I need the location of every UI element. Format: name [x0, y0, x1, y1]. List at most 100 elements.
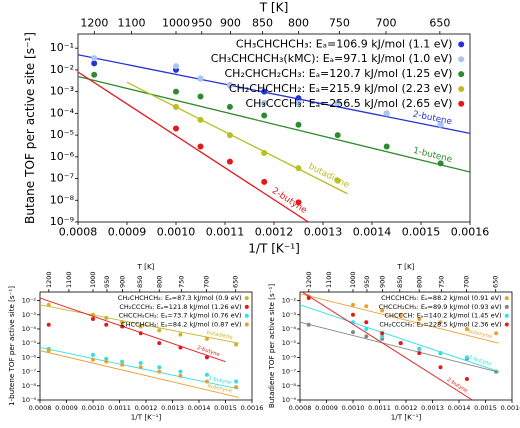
- data-point: [138, 331, 143, 336]
- y-tick-label: 10⁻⁵: [282, 339, 297, 347]
- data-point: [104, 359, 109, 364]
- data-point: [178, 373, 183, 378]
- y-tick-label: 10⁻⁶: [22, 353, 37, 361]
- data-point: [173, 103, 179, 110]
- data-point: [120, 320, 125, 325]
- legend-label: CH₃CCCH₃: Eₐ=256.5 kJ/mol (2.65 eV): [245, 97, 452, 110]
- x2-tick-label: 1000: [162, 16, 190, 29]
- x2-axis-label: T [K]: [137, 262, 155, 271]
- line-label: 1-butene: [412, 146, 453, 165]
- data-point: [380, 334, 385, 339]
- data-point: [157, 369, 162, 374]
- x2-tick-label: 650: [232, 276, 240, 288]
- x2-tick-label: 950: [191, 16, 212, 29]
- x2-tick-label: 1000: [89, 271, 97, 288]
- legend-label: CH₂CCCH₃: Eₐ=228.5 kJ/mol (2.36 eV): [379, 320, 501, 328]
- x-tick-label: 0.0008: [289, 404, 312, 412]
- y-axis-label: 1-butene TOF per active site [s⁻¹]: [7, 286, 16, 406]
- x-tick-label: 0.0011: [206, 226, 245, 239]
- legend-label: CHCCH₂CH₃: Eₐ=89.9 kJ/mol (0.93 eV): [379, 303, 502, 311]
- y-tick-label: 10⁻⁹: [22, 396, 37, 404]
- y-axis-label: Butadiene TOF per active site [s⁻¹]: [267, 284, 276, 408]
- x2-tick-label: 650: [429, 16, 450, 29]
- x2-tick-label: 700: [376, 16, 397, 29]
- data-point: [157, 341, 162, 346]
- fit-line: [300, 293, 499, 344]
- data-point: [437, 121, 444, 128]
- y-tick-label: 10⁻⁹: [282, 396, 297, 404]
- data-point: [417, 351, 422, 356]
- data-point: [464, 326, 469, 331]
- data-point: [261, 178, 268, 185]
- x-axis-label: 1/T [K⁻¹]: [391, 413, 422, 422]
- x2-tick-label: 950: [103, 276, 111, 288]
- y-axis-label: Butane TOF per active site [s⁻¹]: [23, 32, 37, 224]
- data-point: [91, 357, 95, 362]
- legend-label: CH₃CHCHCH₃: Eₐ=106.9 kJ/mol (1.1 eV): [236, 37, 452, 50]
- x-tick-label: 0.0009: [55, 404, 78, 412]
- data-point: [295, 121, 302, 128]
- data-point: [295, 95, 302, 102]
- y-tick-label: 10⁻⁶: [50, 150, 75, 163]
- x-tick-label: 0.0013: [421, 404, 444, 412]
- y-tick-label: 10⁻⁷: [282, 368, 297, 376]
- x-tick-label: 0.0010: [82, 404, 105, 412]
- legend-marker: [244, 313, 249, 318]
- data-point: [295, 199, 302, 206]
- data-point: [306, 322, 311, 327]
- data-point: [351, 330, 355, 335]
- data-point: [46, 348, 51, 353]
- x2-tick-label: 1100: [325, 271, 333, 288]
- y-tick-label: 10⁻⁷: [22, 368, 37, 376]
- data-point: [226, 132, 233, 139]
- data-point: [104, 315, 109, 320]
- data-point: [398, 341, 403, 346]
- data-point: [138, 361, 143, 366]
- data-point: [351, 312, 355, 317]
- x2-tick-label: 800: [155, 276, 163, 288]
- data-point: [306, 296, 311, 301]
- data-point: [197, 143, 204, 150]
- x2-tick-label: 850: [396, 276, 404, 288]
- data-point: [494, 331, 499, 336]
- x2-tick-label: 850: [136, 276, 144, 288]
- legend-marker: [504, 296, 509, 301]
- data-point: [398, 312, 403, 317]
- data-point: [383, 110, 390, 117]
- legend-label: CH₂CHCHCH₂: Eₐ=87.3 kJ/mol (0.9 eV): [118, 294, 242, 302]
- data-point: [173, 88, 179, 95]
- data-point: [104, 322, 109, 327]
- x-tick-label: 0.0013: [304, 226, 343, 239]
- legend-marker: [244, 296, 249, 301]
- legend-label: CHCCHCH₂: Eₐ=84.2 kJ/mol (0.87 eV): [121, 320, 241, 328]
- y-tick-label: 10⁻⁸: [282, 382, 297, 390]
- data-point: [91, 317, 95, 322]
- x2-tick-label: 800: [288, 16, 309, 29]
- x2-tick-label: 700: [463, 276, 471, 288]
- x2-tick-label: 900: [220, 16, 241, 29]
- data-point: [438, 351, 443, 356]
- x2-tick-label: 750: [177, 276, 185, 288]
- y-tick-label: 10⁻⁴: [50, 106, 75, 119]
- legend-marker: [458, 100, 465, 107]
- y-tick-label: 10⁻⁹: [50, 215, 74, 228]
- data-point: [204, 379, 209, 384]
- x-tick-label: 0.0016: [241, 404, 264, 412]
- y-tick-label: 10⁻⁸: [50, 193, 75, 206]
- data-point: [197, 75, 204, 82]
- data-point: [380, 331, 385, 336]
- legend-marker: [244, 322, 249, 327]
- y-tick-label: 10⁻⁷: [50, 172, 74, 185]
- data-point: [204, 355, 209, 360]
- data-point: [234, 379, 239, 384]
- line-label: butenyne: [207, 383, 232, 395]
- data-point: [351, 302, 355, 307]
- x-tick-label: 0.0010: [342, 404, 365, 412]
- data-point: [334, 132, 341, 139]
- x-tick-label: 0.0014: [353, 226, 392, 239]
- data-point: [364, 304, 369, 309]
- legend-label: CH₂CCCH₃: Eₐ=121.8 kJ/mol (1.26 eV): [119, 303, 241, 311]
- legend-marker: [244, 304, 249, 309]
- x2-tick-label: 1100: [65, 271, 73, 288]
